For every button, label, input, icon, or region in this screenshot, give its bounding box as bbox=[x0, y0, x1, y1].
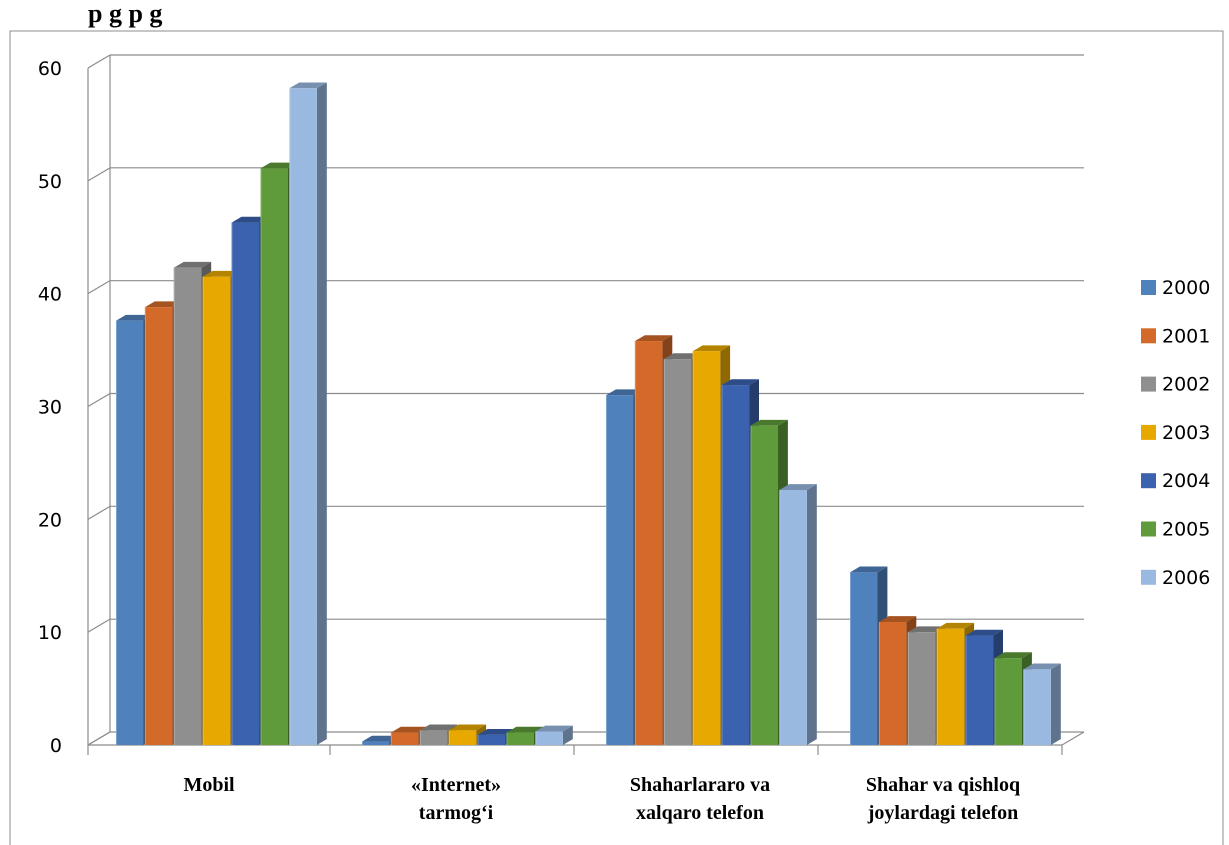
y-tick-label: 30 bbox=[38, 397, 62, 419]
x-axis-labels: Mobil «Internet» tarmog‘i Shaharlararo va xa… bbox=[183, 774, 1020, 824]
legend-item-2002: 2002 bbox=[1141, 374, 1210, 396]
y-tick-label: 40 bbox=[38, 284, 62, 306]
legend-label: 2005 bbox=[1162, 519, 1210, 541]
gridline-depth bbox=[87, 618, 111, 633]
bar-2006-3 bbox=[1023, 663, 1061, 745]
gridline-depth bbox=[87, 280, 111, 295]
legend: 2000 2001 2002 2003 2004 2005 2006 bbox=[1141, 277, 1210, 589]
x-category-label: Mobil bbox=[183, 774, 235, 796]
legend-swatch bbox=[1141, 376, 1156, 392]
legend-label: 2001 bbox=[1162, 325, 1210, 347]
y-tick-label: 0 bbox=[50, 735, 62, 757]
bar-2006-0 bbox=[289, 82, 327, 745]
gridline-depth bbox=[87, 167, 111, 182]
y-tick-label: 60 bbox=[38, 58, 62, 80]
legend-label: 2003 bbox=[1162, 422, 1210, 444]
x-category-label: Shaharlararo va xalqaro telefon bbox=[630, 774, 770, 824]
gridline-depth bbox=[87, 392, 111, 408]
legend-item-2004: 2004 bbox=[1141, 470, 1210, 492]
partial-header-text: p g p g bbox=[88, 0, 162, 28]
legend-item-2000: 2000 bbox=[1141, 277, 1210, 299]
legend-label: 2006 bbox=[1162, 567, 1210, 589]
y-axis-ticks: 0 10 20 30 40 50 60 bbox=[38, 58, 62, 757]
bar-2006-2 bbox=[779, 484, 817, 745]
legend-swatch bbox=[1141, 280, 1156, 295]
chart-frame bbox=[9, 30, 1224, 845]
gridline-depth bbox=[87, 505, 111, 520]
floor-right-edge bbox=[1061, 731, 1085, 746]
legend-label: 2004 bbox=[1162, 470, 1210, 492]
y-tick-label: 20 bbox=[38, 509, 62, 531]
legend-item-2001: 2001 bbox=[1141, 325, 1210, 347]
chart-border bbox=[9, 30, 1224, 845]
x-category-label: «Internet» tarmog‘i bbox=[411, 774, 501, 824]
legend-item-2003: 2003 bbox=[1141, 422, 1210, 444]
legend-swatch bbox=[1141, 473, 1156, 489]
x-category-label: Shahar va qishloq joylardagi telefon bbox=[866, 774, 1020, 824]
y-tick-label: 50 bbox=[38, 171, 62, 193]
y-tick-label: 10 bbox=[38, 622, 62, 644]
legend-label: 2002 bbox=[1162, 374, 1210, 396]
legend-label: 2000 bbox=[1162, 277, 1210, 299]
bar-2006-1 bbox=[535, 725, 573, 745]
legend-item-2005: 2005 bbox=[1141, 519, 1210, 541]
bars bbox=[116, 82, 1061, 746]
legend-swatch bbox=[1141, 521, 1156, 537]
legend-item-2006: 2006 bbox=[1141, 567, 1210, 589]
legend-swatch bbox=[1141, 424, 1156, 440]
legend-swatch bbox=[1141, 328, 1156, 344]
gridline-depth bbox=[87, 731, 111, 746]
legend-swatch bbox=[1141, 569, 1156, 585]
gridline-depth bbox=[87, 54, 111, 69]
